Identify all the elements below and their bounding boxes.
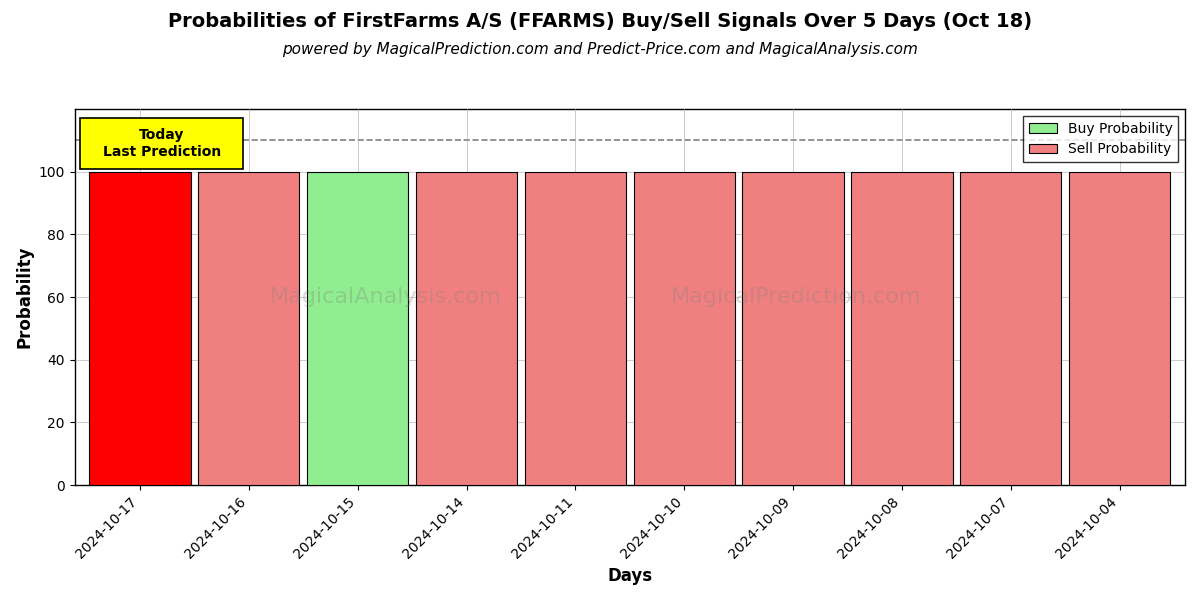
Bar: [416, 172, 517, 485]
Bar: [307, 172, 408, 485]
Text: MagicalAnalysis.com: MagicalAnalysis.com: [270, 287, 502, 307]
X-axis label: Days: Days: [607, 567, 653, 585]
Bar: [960, 172, 1062, 485]
Text: Probabilities of FirstFarms A/S (FFARMS) Buy/Sell Signals Over 5 Days (Oct 18): Probabilities of FirstFarms A/S (FFARMS)…: [168, 12, 1032, 31]
Legend: Buy Probability, Sell Probability: Buy Probability, Sell Probability: [1024, 116, 1178, 162]
Bar: [1069, 172, 1170, 485]
Bar: [743, 172, 844, 485]
Y-axis label: Probability: Probability: [16, 246, 34, 349]
Text: powered by MagicalPrediction.com and Predict-Price.com and MagicalAnalysis.com: powered by MagicalPrediction.com and Pre…: [282, 42, 918, 57]
FancyBboxPatch shape: [80, 118, 244, 169]
Bar: [524, 172, 626, 485]
Bar: [89, 172, 191, 485]
Bar: [851, 172, 953, 485]
Bar: [634, 172, 734, 485]
Text: Today
Last Prediction: Today Last Prediction: [103, 128, 221, 158]
Bar: [198, 172, 300, 485]
Text: MagicalPrediction.com: MagicalPrediction.com: [671, 287, 922, 307]
